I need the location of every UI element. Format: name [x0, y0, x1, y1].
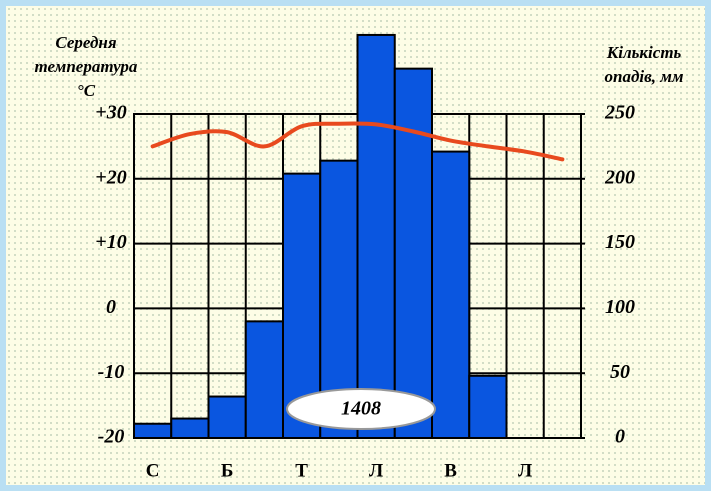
temperature-line	[150, 121, 565, 162]
annotation-box	[286, 388, 436, 430]
x-tick-label: Л	[369, 460, 383, 481]
x-tick-label: С	[146, 460, 160, 481]
bar	[468, 374, 508, 439]
chart: Середня температура °C Кількість опадів,…	[35, 33, 684, 481]
y2-tick-label: 200	[604, 166, 635, 188]
y-tick-label: +20	[95, 166, 126, 188]
y2-tick-label: 150	[605, 231, 635, 253]
bar	[356, 33, 396, 439]
bar	[431, 150, 471, 439]
y-axis-title: температура	[35, 57, 138, 76]
y2-tick-label: 250	[604, 102, 635, 124]
bar	[244, 320, 284, 439]
y2-axis-title: Кількість	[606, 43, 682, 62]
x-tick-label: Б	[221, 460, 234, 481]
y2-tick-label: 0	[615, 426, 625, 448]
bar	[170, 417, 210, 439]
x-tick-label: Т	[295, 460, 308, 481]
bar	[133, 422, 173, 439]
y-axis-title: Середня	[55, 33, 116, 52]
y-tick-label: -10	[98, 361, 125, 383]
x-tick-label: В	[444, 460, 457, 481]
bar	[207, 395, 247, 440]
y2-tick-label: 100	[605, 296, 635, 318]
y-axis-title: °C	[77, 81, 96, 100]
y2-tick-label: 50	[610, 361, 630, 383]
y-tick-label: -20	[98, 426, 125, 448]
bar	[393, 67, 433, 439]
x-tick-label: Л	[518, 460, 532, 481]
y2-axis-title: опадів, мм	[605, 67, 684, 86]
y-tick-label: +30	[95, 102, 126, 124]
annotation: 1408	[341, 398, 381, 420]
y-tick-label: +10	[95, 231, 126, 253]
y-tick-label: 0	[106, 296, 116, 318]
